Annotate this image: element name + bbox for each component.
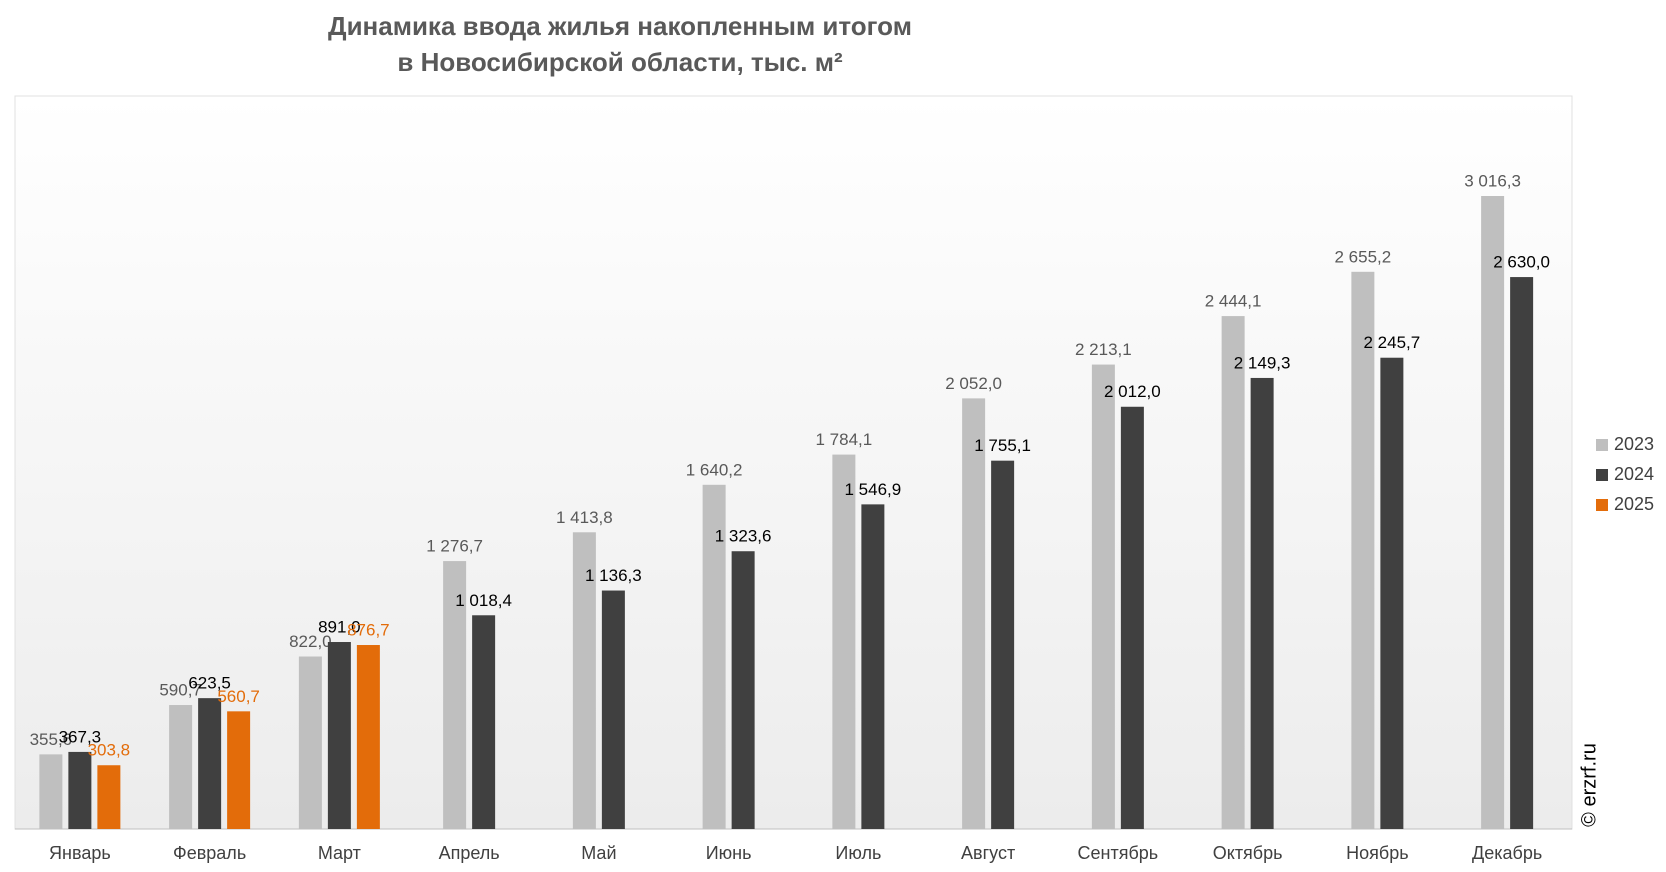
bar [601, 590, 625, 829]
x-tick-label: Май [581, 843, 616, 863]
x-tick-label: Июнь [706, 843, 752, 863]
legend-label: 2024 [1614, 464, 1654, 484]
value-label: 3 016,3 [1464, 171, 1521, 190]
value-label: 2 149,3 [1234, 353, 1291, 372]
bar [298, 656, 322, 829]
x-tick-label: Июль [835, 843, 881, 863]
value-label: 590,7 [159, 681, 202, 700]
value-label: 1 276,7 [426, 537, 483, 556]
value-label: 367,3 [59, 727, 102, 746]
bar [1481, 196, 1505, 829]
bar [68, 751, 92, 829]
bar [861, 504, 885, 829]
value-label: 1 546,9 [845, 480, 902, 499]
value-label: 623,5 [188, 674, 231, 693]
value-label: 2 630,0 [1493, 253, 1550, 272]
x-tick-label: Август [961, 843, 1015, 863]
value-label: 303,8 [88, 741, 131, 760]
legend-swatch [1596, 499, 1608, 511]
bar [39, 754, 63, 829]
bar [1221, 316, 1245, 829]
bar [227, 711, 251, 829]
bar [1351, 271, 1375, 829]
bar [1091, 364, 1115, 829]
value-label: 1 784,1 [816, 430, 873, 449]
value-label: 2 655,2 [1335, 247, 1392, 266]
source: © erzrf.ru [1578, 743, 1600, 827]
value-label: 560,7 [217, 687, 260, 706]
value-label: 2 012,0 [1104, 382, 1161, 401]
legend-label: 2025 [1614, 494, 1654, 514]
bar [1380, 357, 1404, 829]
plot-area [14, 95, 1573, 830]
x-tick-label: Октябрь [1213, 843, 1283, 863]
value-label: 1 755,1 [974, 436, 1031, 455]
bar [991, 460, 1015, 829]
x-tick-label: Декабрь [1472, 843, 1542, 863]
value-label: 876,7 [347, 621, 390, 640]
bar [832, 454, 856, 829]
value-label: 2 213,1 [1075, 340, 1132, 359]
bar [1250, 377, 1274, 829]
chart-title: Динамика ввода жилья накопленным итогом [328, 11, 912, 41]
bar [472, 615, 496, 829]
value-label: 1 640,2 [686, 460, 743, 479]
value-label: 822,0 [289, 632, 332, 651]
bar [327, 642, 351, 829]
x-tick-label: Март [318, 843, 361, 863]
bar [1120, 406, 1144, 829]
x-tick-label: Сентябрь [1078, 843, 1159, 863]
value-label: 2 245,7 [1364, 333, 1421, 352]
bar [198, 698, 222, 829]
legend-label: 2023 [1614, 434, 1654, 454]
bar [962, 398, 986, 829]
legend-swatch [1596, 469, 1608, 481]
value-label: 2 444,1 [1205, 292, 1262, 311]
value-label: 1 323,6 [715, 527, 772, 546]
bar [572, 532, 596, 829]
value-label: 1 018,4 [455, 591, 512, 610]
x-tick-label: Апрель [439, 843, 500, 863]
bar [731, 551, 755, 829]
value-label: 891,0 [318, 617, 361, 636]
value-label: 1 136,3 [585, 566, 642, 585]
legend-swatch [1596, 439, 1608, 451]
chart-title: в Новосибирской области, тыс. м² [397, 47, 843, 77]
x-tick-label: Ноябрь [1346, 843, 1408, 863]
bar [356, 645, 380, 829]
bar [702, 484, 726, 829]
bar [1510, 277, 1534, 829]
bar [169, 705, 193, 829]
bar [443, 561, 467, 829]
value-label: 355,6 [30, 730, 73, 749]
value-label: 2 052,0 [945, 374, 1002, 393]
x-tick-label: Январь [49, 843, 111, 863]
bar [97, 765, 121, 829]
value-label: 1 413,8 [556, 508, 613, 527]
x-tick-label: Февраль [173, 843, 246, 863]
